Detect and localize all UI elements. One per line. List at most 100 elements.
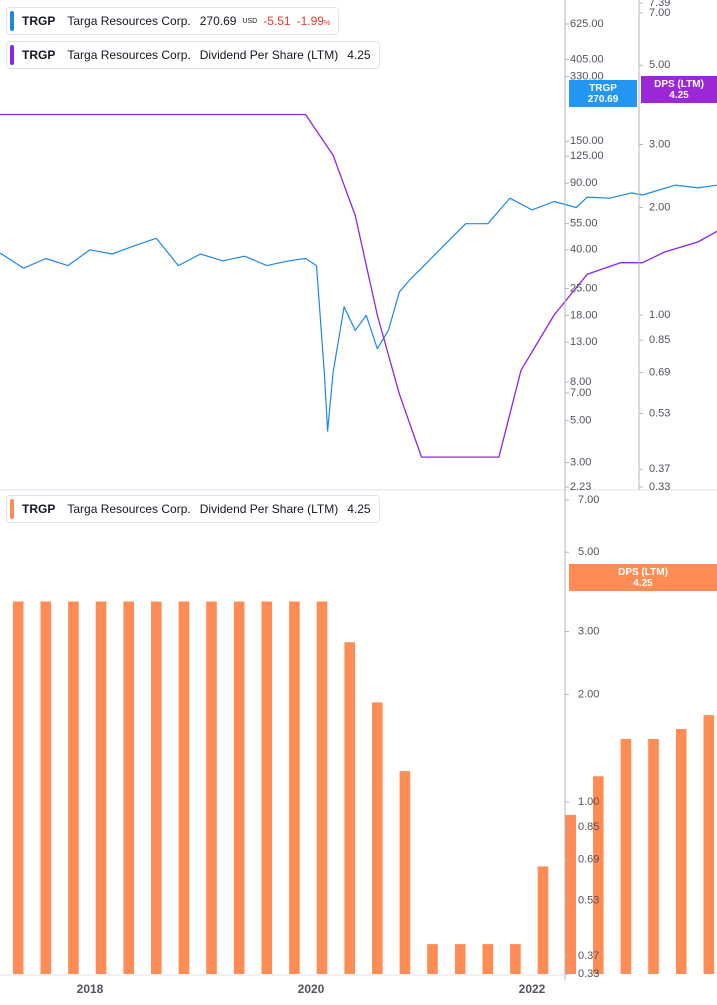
dps-axis-label: 1.00 <box>649 309 670 321</box>
dps-bottom-legend[interactable]: TRGP Targa Resources Corp. Dividend Per … <box>6 495 380 523</box>
dps-axis-label: 7.39 <box>649 0 670 9</box>
price-axis-label: 40.00 <box>570 244 598 256</box>
dps-bar <box>454 944 466 974</box>
dps-bar <box>123 601 134 974</box>
dps-bar <box>178 601 190 974</box>
price-and-dps-lines <box>0 113 717 458</box>
dps-bar <box>95 601 107 974</box>
dps-bar <box>565 814 576 974</box>
dps-bar <box>40 601 52 974</box>
dps-bar <box>261 601 273 974</box>
dps-bar <box>151 601 162 974</box>
dps-axis-label: 3.00 <box>649 138 670 150</box>
dps-top-legend-swatch <box>10 45 14 65</box>
bar-axis-label: 0.33 <box>578 968 599 980</box>
price-legend[interactable]: TRGP Targa Resources Corp. 270.69 USD -5… <box>6 7 340 35</box>
dps-bottom-legend-swatch <box>10 499 14 519</box>
dps-axis-label: 0.33 <box>649 481 670 493</box>
price-axis-label: 90.00 <box>570 177 598 189</box>
dps-top-legend-name: Targa Resources Corp. <box>67 48 191 62</box>
dps-bars <box>12 601 715 974</box>
dps-bottom-legend-label: Dividend Per Share (LTM) <box>199 502 339 516</box>
price-axis-label: 330.00 <box>570 70 604 82</box>
dps-bar <box>289 601 300 974</box>
dps-bar <box>427 944 438 974</box>
dps-axis-label: 0.85 <box>649 334 670 346</box>
bar-axis-label: 0.69 <box>578 853 599 865</box>
price-last-value-tag: TRGP 270.69 <box>569 80 637 107</box>
dps-top-tag-value: 4.25 <box>669 89 689 101</box>
dps-bar <box>510 944 521 974</box>
time-axis-label: 2018 <box>77 982 104 996</box>
dps-bottom-legend-value: 4.25 <box>347 502 371 516</box>
dps-bar <box>648 739 659 974</box>
bar-axis-label: 7.00 <box>578 494 599 506</box>
dps-bar <box>399 771 411 974</box>
dps-bottom-last-value-tag: DPS (LTM) 4.25 <box>569 564 717 591</box>
dps-bar <box>620 739 632 974</box>
dps-top-tag-label: DPS (LTM) <box>654 78 704 90</box>
bar-axis-label: 0.37 <box>578 950 599 962</box>
dps-axis-label: 0.69 <box>649 366 670 378</box>
dps-top-legend[interactable]: TRGP Targa Resources Corp. Dividend Per … <box>6 41 380 69</box>
dps-top-legend-label: Dividend Per Share (LTM) <box>199 48 339 62</box>
price-axis-label: 2.23 <box>570 481 591 493</box>
price-legend-swatch <box>10 11 14 31</box>
price-legend-pct-sign: % <box>323 20 331 27</box>
price-legend-currency: USD <box>242 17 258 25</box>
price-legend-value: 270.69 <box>199 14 237 28</box>
price-line <box>0 184 717 432</box>
dps-bottom-legend-name: Targa Resources Corp. <box>67 502 191 516</box>
price-axis-label: 18.00 <box>570 309 598 321</box>
dps-bottom-legend-symbol: TRGP <box>22 502 56 516</box>
price-legend-change: -5.51 <box>263 14 291 28</box>
dps-axis-label: 7.00 <box>649 7 670 19</box>
price-legend-change-pct-value: -1.99 <box>296 14 324 28</box>
dps-top-legend-symbol: TRGP <box>22 48 56 62</box>
dps-axis-label: 2.00 <box>649 201 670 213</box>
price-axis-label: 55.00 <box>570 218 598 230</box>
dps-axis-label: 0.37 <box>649 463 670 475</box>
dps-bar <box>68 601 79 974</box>
dps-axis-label: 0.53 <box>649 407 670 419</box>
bar-axis-label: 1.00 <box>578 796 599 808</box>
price-axis-label: 13.00 <box>570 336 598 348</box>
dps-bottom-tag-label: DPS (LTM) <box>618 566 668 578</box>
price-legend-symbol: TRGP <box>22 14 56 28</box>
dps-bar <box>233 601 245 974</box>
price-tag-symbol: TRGP <box>589 82 617 94</box>
bar-axis-label: 3.00 <box>578 625 599 637</box>
bar-axis-label: 0.85 <box>578 821 599 833</box>
price-axis-label: 7.00 <box>570 387 591 399</box>
price-axis-label: 8.00 <box>570 376 591 388</box>
dps-bar <box>372 702 383 974</box>
time-axis-label: 2022 <box>519 982 546 996</box>
price-legend-name: Targa Resources Corp. <box>67 14 191 28</box>
dps-axis-label: 5.00 <box>649 59 670 71</box>
dps-bar <box>316 601 328 974</box>
dps-bar <box>206 601 217 974</box>
price-axis-label: 5.00 <box>570 415 591 427</box>
price-axis-label: 625.00 <box>570 18 604 30</box>
dps-bar <box>344 642 355 974</box>
price-legend-change-pct: -1.99% <box>297 14 331 28</box>
dps-bottom-tag-value: 4.25 <box>633 577 653 589</box>
bar-axis-label: 2.00 <box>578 688 599 700</box>
price-axis-label: 25.00 <box>570 282 598 294</box>
dps-bar <box>537 866 549 974</box>
price-axis-label: 405.00 <box>570 54 604 66</box>
dps-top-last-value-tag: DPS (LTM) 4.25 <box>641 76 717 103</box>
price-tag-value: 270.69 <box>587 93 619 105</box>
bar-axis-label: 0.53 <box>578 894 599 906</box>
dps-bar <box>482 944 494 974</box>
dps-bar <box>675 729 687 974</box>
time-axis-label: 2020 <box>298 982 325 996</box>
price-axis-label: 150.00 <box>570 135 604 147</box>
bar-axis-label: 5.00 <box>578 546 599 558</box>
dps-line <box>0 113 717 458</box>
dps-top-legend-value: 4.25 <box>347 48 371 62</box>
dps-bar <box>12 601 24 974</box>
dps-bar <box>703 715 715 974</box>
